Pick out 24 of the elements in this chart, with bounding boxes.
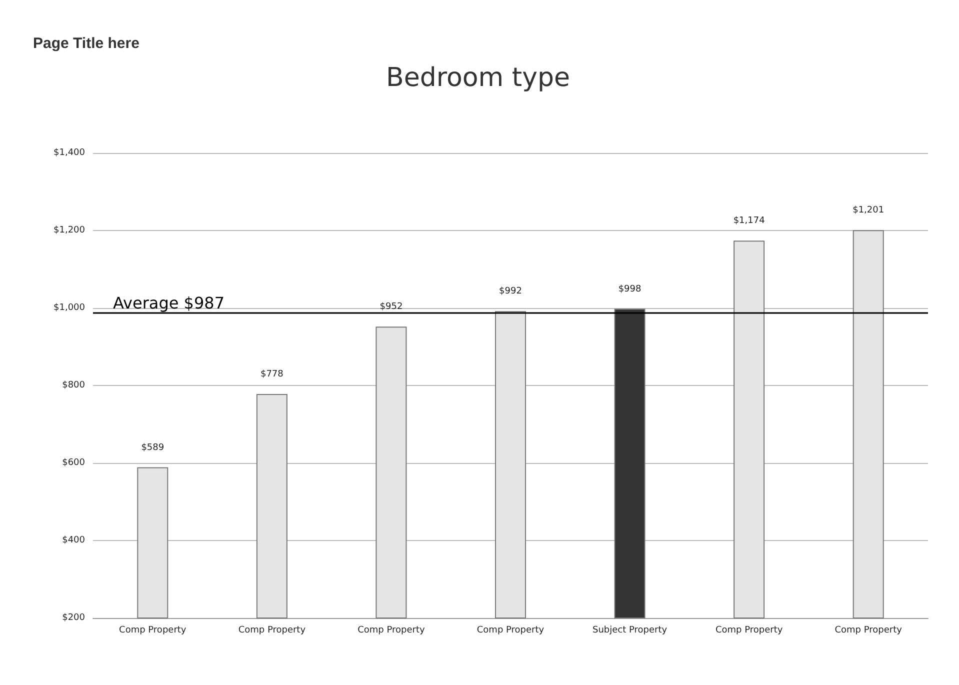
x-tick-label: Comp Property [358, 626, 426, 636]
data-label: $1,174 [733, 216, 766, 226]
chart-title: Bedroom type [386, 63, 570, 93]
x-tick-label: Comp Property [119, 626, 187, 636]
ref-line-label: Average $987 [113, 294, 225, 313]
text: Page Title here [33, 35, 140, 52]
data-label: $952 [380, 302, 403, 312]
y-tick-label: $800 [62, 380, 86, 390]
x-tick-label: Comp Property [476, 626, 545, 636]
x-tick-label: Subject Property [592, 626, 668, 636]
y-tick-label: $1,400 [54, 148, 86, 158]
y-tick-label: $1,200 [54, 226, 86, 236]
y-tick-label: $1,000 [54, 303, 86, 313]
y-tick-label: $400 [62, 536, 86, 546]
data-label: $998 [618, 284, 642, 294]
y-tick-label: $600 [62, 458, 86, 468]
data-label: $1,201 [852, 206, 884, 216]
y-tick-label: $200 [62, 613, 86, 623]
data-label: $589 [141, 442, 164, 453]
x-tick-label: Comp Property [238, 626, 306, 636]
x-tick-label: Comp Property [715, 626, 784, 636]
data-label: $778 [260, 370, 284, 380]
x-tick-label: Comp Property [834, 626, 903, 636]
data-label: $992 [499, 286, 522, 297]
